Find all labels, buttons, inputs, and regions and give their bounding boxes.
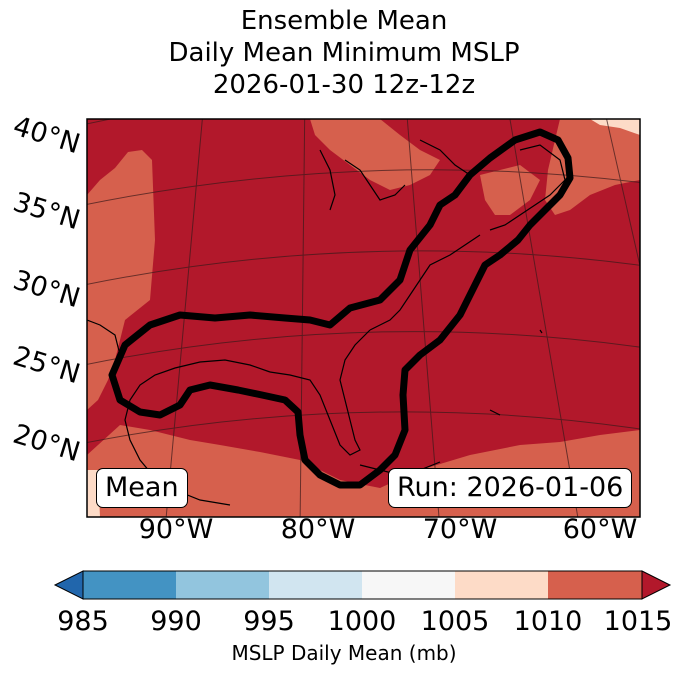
colorbar-bin-995-1000 [269,571,362,599]
title-line-3: 2026-01-30 12z-12z [212,70,476,100]
colorbar-tick-985: 985 [57,606,109,637]
lon-label-70w: 70°W [422,514,498,545]
colorbar [53,570,672,600]
pressure-field-1005-1010-coast [480,165,540,215]
title-line-2: Daily Mean Minimum MSLP [168,38,520,68]
pressure-field-1005-1010-northeast [545,119,640,215]
colorbar-tick-990: 990 [150,606,202,637]
mean-label-box: Mean [96,468,188,508]
colorbar-tick-995: 995 [243,606,295,637]
colorbar-tick-1015: 1015 [603,606,673,637]
pressure-field-1005-1010-lakes [310,119,440,190]
lon-label-80w: 80°W [280,514,356,545]
run-date-label-box: Run: 2026-01-06 [388,468,633,508]
colorbar-extend-max [641,570,672,600]
colorbar-bin-990-995 [176,571,269,599]
title-line-1: Ensemble Mean [240,6,448,36]
pressure-field-1005-1010-west [87,150,155,410]
colorbar-tick-1000: 1000 [327,606,397,637]
colorbar-tick-1005: 1005 [420,606,490,637]
colorbar-frame [82,570,643,600]
lon-label-90w: 90°W [138,514,214,545]
lon-label-60w: 60°W [562,514,638,545]
graticule [87,119,640,517]
map-area [87,119,640,517]
colorbar-bin-985-990 [83,571,176,599]
coastlines [87,139,566,506]
colorbar-bin-1010-1015 [548,571,642,599]
colorbar-extend-min [53,570,84,600]
map-frame [86,118,641,518]
pressure-field-1000-1005-northeast [590,119,640,135]
colorbar-label: MSLP Daily Mean (mb) [231,641,457,665]
colorbar-bin-1000-1005 [362,571,455,599]
colorbar-bin-1005-1010 [455,571,548,599]
colorbar-tick-1010: 1010 [513,606,583,637]
contour-1010mb [108,128,574,489]
